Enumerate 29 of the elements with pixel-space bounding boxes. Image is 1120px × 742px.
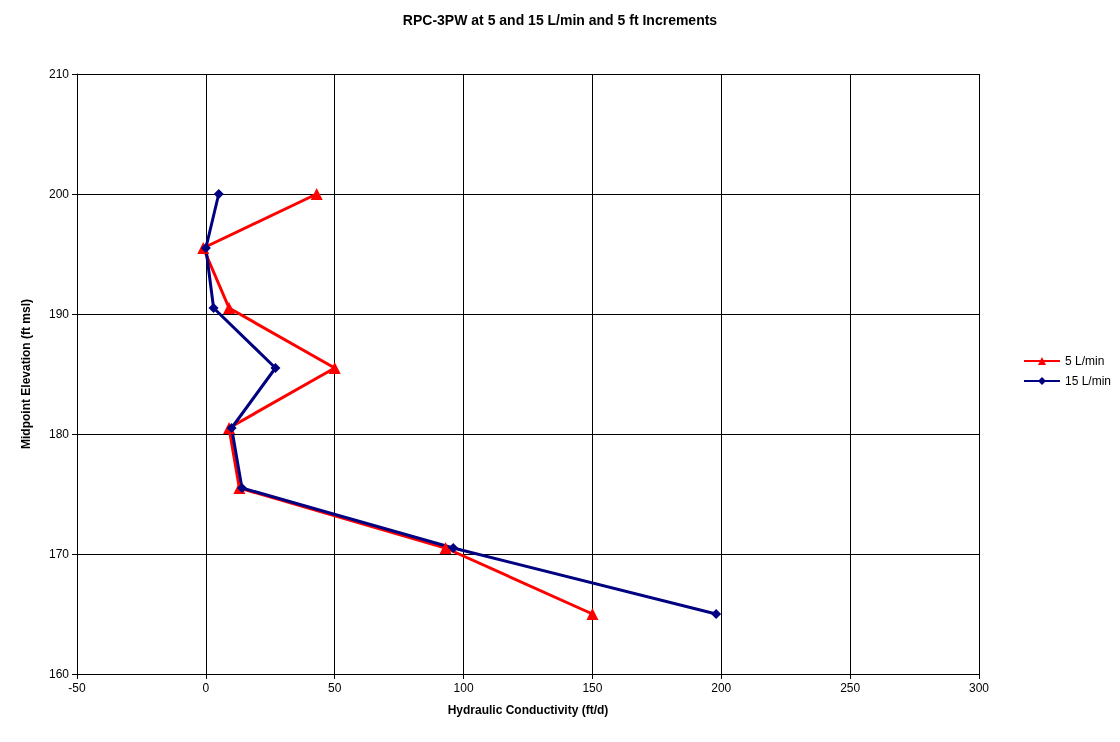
point — [328, 362, 341, 374]
y-tick-label: 190 — [48, 307, 70, 321]
x-tick-label: 200 — [711, 681, 732, 695]
y-tick-label: 200 — [48, 187, 70, 201]
point — [213, 189, 224, 199]
point — [208, 303, 219, 313]
point — [439, 542, 452, 554]
x-tick-label: -50 — [68, 681, 86, 695]
x-tick-label: 50 — [328, 681, 342, 695]
y-tick-label: 170 — [48, 547, 70, 561]
y-axis-title: Midpoint Elevation (ft msl) — [19, 299, 33, 449]
point — [711, 609, 722, 619]
x-tick-label: 100 — [453, 681, 474, 695]
x-tick-label: 0 — [202, 681, 210, 695]
point — [448, 543, 459, 553]
point — [586, 608, 599, 620]
y-tick-label: 210 — [48, 67, 70, 81]
point — [270, 363, 281, 373]
x-tick-label: 300 — [968, 681, 990, 695]
y-tick-label: 180 — [48, 427, 70, 441]
y-tick-label: 160 — [48, 667, 70, 681]
chart-title: RPC-3PW at 5 and 15 L/min and 5 ft Increments — [402, 12, 718, 28]
point — [223, 302, 236, 314]
legend-label: 5 L/min — [1064, 354, 1105, 368]
point — [310, 188, 323, 200]
x-tick-label: 250 — [840, 681, 861, 695]
legend-label: 15 L/min — [1064, 374, 1112, 388]
x-axis-title: Hydraulic Conductivity (ft/d) — [447, 703, 609, 717]
x-tick-label: 150 — [582, 681, 603, 695]
